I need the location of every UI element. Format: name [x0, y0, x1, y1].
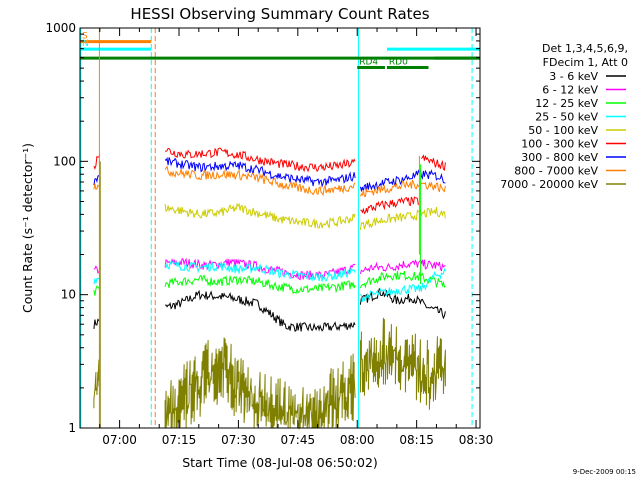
- legend-header-line: FDecim 1, Att 0: [543, 56, 628, 69]
- footer-timestamp: 9-Dec-2009 00:15: [573, 468, 636, 476]
- legend: Det 1,3,4,5,6,9, FDecim 1, Att 0 3 - 6 k…: [500, 42, 628, 191]
- series-line: [360, 267, 446, 302]
- series-line: [93, 318, 101, 329]
- series-line: [93, 277, 101, 285]
- series-line: [164, 202, 356, 230]
- series-line: [93, 174, 101, 186]
- legend-entry-label: 100 - 300 keV: [521, 138, 598, 151]
- flag-bar-label: RD0: [389, 58, 408, 68]
- vertical-markers-layer: [80, 28, 473, 428]
- legend-entry-label: 12 - 25 keV: [535, 97, 598, 110]
- y-tick-label: 1000: [45, 21, 76, 35]
- legend-entry-label: 25 - 50 keV: [535, 111, 598, 124]
- series-line: [359, 207, 446, 230]
- legend-entry-label: 50 - 100 keV: [528, 124, 598, 137]
- flag-bar-label: S: [82, 32, 88, 42]
- flag-bars-layer: SN RD4 RD0: [80, 32, 480, 70]
- x-tick-label: 08:00: [340, 433, 375, 447]
- series-line: [420, 154, 446, 172]
- series-line: [359, 168, 446, 193]
- series-line: [93, 265, 101, 274]
- x-tick-label: 07:00: [102, 433, 137, 447]
- legend-entry-label: 800 - 7000 keV: [514, 165, 598, 178]
- legend-entry-label: 300 - 800 keV: [521, 151, 598, 164]
- axes-layer: 07:00 07:15 07:30 07:45 08:00 08:15 08:30 1 10 10…: [45, 21, 493, 447]
- series-line: [93, 154, 101, 170]
- x-tick-label: 08:15: [399, 433, 434, 447]
- y-tick-label: 1: [68, 421, 76, 435]
- series-line: [359, 288, 446, 320]
- y-axis-label: Count Rate (s⁻¹ detector⁻¹): [20, 143, 35, 313]
- x-tick-label: 07:15: [162, 433, 197, 447]
- x-tick-label: 08:30: [459, 433, 494, 447]
- chart-title: HESSI Observing Summary Count Rates: [130, 5, 429, 23]
- plot-frame: [79, 27, 481, 429]
- legend-entry-label: 3 - 6 keV: [549, 70, 598, 83]
- y-tick-label: 10: [61, 288, 76, 302]
- y-tick-label: 100: [53, 154, 76, 168]
- series-line: [164, 165, 356, 197]
- series-line: [359, 259, 446, 275]
- legend-entry-label: 6 - 12 keV: [542, 84, 598, 97]
- series-layer: [93, 147, 446, 430]
- series-line: [164, 337, 356, 430]
- x-tick-label: 07:30: [221, 433, 256, 447]
- spikes-layer: [98, 28, 422, 428]
- series-line: [360, 196, 419, 215]
- series-line: [93, 344, 101, 409]
- series-line: [165, 289, 356, 333]
- series-line: [164, 156, 356, 188]
- legend-entry-label: 7000 - 20000 keV: [500, 178, 598, 191]
- x-tick-label: 07:45: [281, 433, 316, 447]
- flag-bar-label: N: [82, 39, 89, 49]
- series-line: [93, 285, 101, 296]
- series-line: [164, 260, 356, 282]
- legend-header-line: Det 1,3,4,5,6,9,: [542, 42, 628, 55]
- series-line: [164, 147, 356, 173]
- series-line: [93, 183, 101, 190]
- series-line: [359, 179, 446, 198]
- series-line: [359, 317, 446, 410]
- x-axis-label: Start Time (08-Jul-08 06:50:02): [182, 455, 378, 470]
- series-line: [164, 274, 356, 295]
- flag-bar-label: RD4: [359, 58, 378, 68]
